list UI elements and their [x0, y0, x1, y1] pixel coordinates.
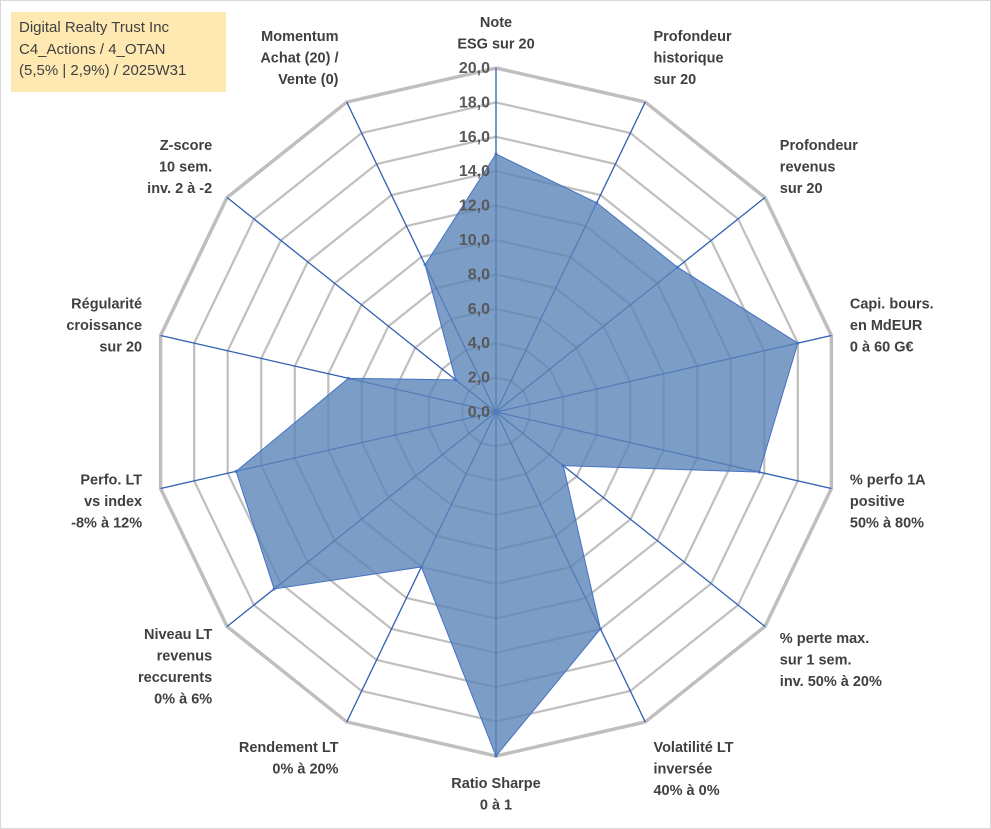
tick-label: 6,0 [468, 301, 490, 318]
info-company-name: Digital Realty Trust Inc [19, 19, 170, 36]
axis-label: Profondeur revenus sur 20 [780, 138, 858, 197]
data-point [272, 587, 276, 591]
axis-label: Note ESG sur 20 [457, 15, 534, 53]
axis-spoke [226, 197, 497, 413]
tick-layer: 0,0 2,0 4,0 6,0 8,0 10,0 12,0 14,0 16,0 18,0 20,0 [459, 60, 490, 421]
data-point [676, 265, 680, 269]
axis-label: Ratio Sharpe 0 à 1 [451, 776, 540, 814]
data-point [595, 201, 599, 205]
axis-label: Capi. bours. en MdEUR 0 à 60 G€ [850, 297, 934, 356]
axis-label: % perte max. sur 1 sem. inv. 50% à 20% [780, 631, 882, 690]
axis-label: Z-score 10 sem. inv. 2 à -2 [147, 138, 212, 197]
axis-label: Régularité croissance sur 20 [66, 297, 142, 356]
tick-label: 10,0 [459, 232, 490, 249]
data-point [346, 376, 350, 380]
data-point [561, 464, 565, 468]
data-point [598, 627, 602, 631]
data-point [494, 152, 498, 156]
tick-label: 16,0 [459, 129, 490, 146]
data-point [454, 378, 458, 382]
tick-label: 12,0 [459, 198, 490, 215]
data-point [796, 341, 800, 345]
axis-label: Profondeur historique sur 20 [653, 29, 731, 88]
tick-label: 8,0 [468, 266, 490, 283]
tick-label: 2,0 [468, 370, 490, 387]
data-point [419, 565, 423, 569]
data-point [234, 469, 238, 473]
axis-label: % perfo 1A positive 50% à 80% [850, 472, 926, 531]
axis-label: Perfo. LT vs index -8% à 12% [71, 472, 142, 531]
label-layer: Note ESG sur 20 Profondeur historique sur 20… [66, 15, 933, 814]
info-category: C4_Actions / 4_OTAN [19, 40, 166, 58]
tick-label: 14,0 [459, 163, 490, 180]
tick-label: 4,0 [468, 335, 490, 352]
info-stats-week: (5,5% | 2,9%) / 2025W31 [19, 62, 187, 79]
info-box: Digital Realty Trust Inc C4_Actions / 4_… [11, 12, 226, 92]
tick-label: 18,0 [459, 94, 490, 111]
tick-label: 20,0 [459, 60, 490, 77]
axis-label: Momentum Achat (20) / Vente (0) [260, 29, 338, 88]
axis-label: Volatilité LT inversée 40% à 0% [653, 740, 733, 799]
data-point [757, 470, 761, 474]
series-layer [234, 152, 800, 758]
data-point [494, 754, 498, 758]
axis-label: Rendement LT 0% à 20% [239, 740, 339, 778]
axis-label: Niveau LT revenus reccurents 0% à 6% [138, 627, 212, 708]
data-point [423, 263, 427, 267]
tick-label: 0,0 [468, 404, 490, 421]
